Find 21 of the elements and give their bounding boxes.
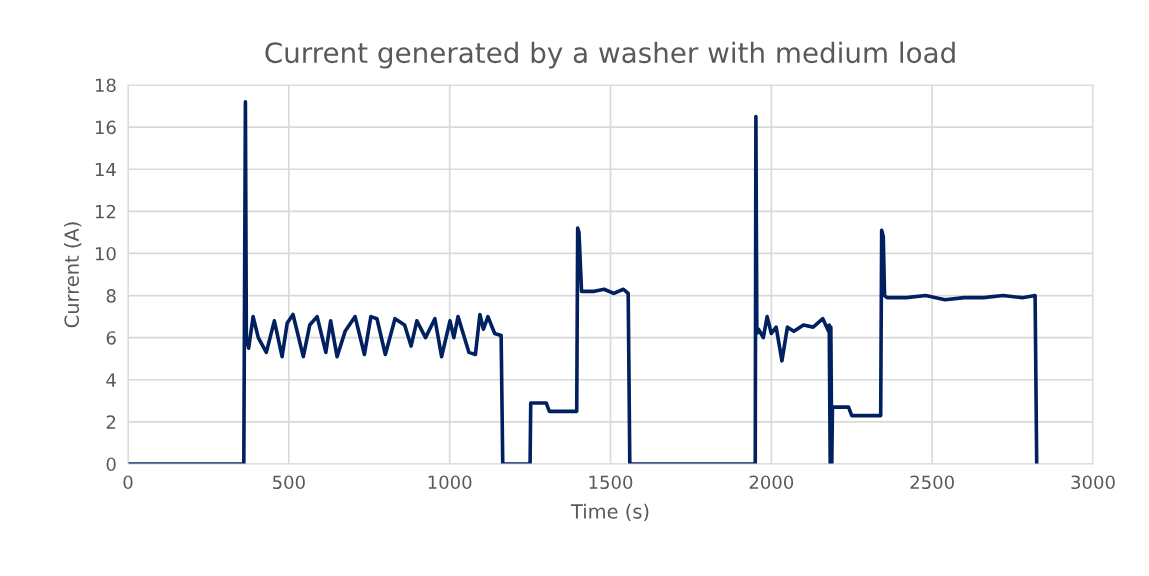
y-tick-label: 4 [106, 373, 116, 387]
y-tick-label: 10 [95, 246, 116, 261]
y-tick-label: 0 [106, 457, 116, 472]
y-tick-label: 6 [106, 331, 116, 345]
y-tick-label: 18 [95, 78, 116, 93]
x-tick-label: 3000 [1071, 475, 1115, 490]
chart-title: Current generated by a washer with medium load [265, 41, 955, 69]
x-tick-label: 2000 [749, 475, 794, 490]
y-tick-label: 12 [95, 204, 116, 219]
x-tick-label: 2500 [910, 475, 954, 490]
x-tick-label: 500 [273, 475, 305, 490]
y-tick-label: 16 [95, 120, 116, 135]
x-tick-label: 1000 [428, 475, 472, 490]
y-axis-title: Current (A) [64, 222, 82, 328]
y-tick-label: 2 [106, 415, 116, 429]
x-tick-label: 0 [123, 475, 133, 490]
x-axis-title: Time (s) [570, 503, 649, 522]
y-tick-label: 8 [106, 289, 116, 303]
line-series [128, 100, 1039, 464]
y-tick-label: 14 [95, 162, 116, 177]
x-tick-label: 1500 [589, 475, 633, 490]
